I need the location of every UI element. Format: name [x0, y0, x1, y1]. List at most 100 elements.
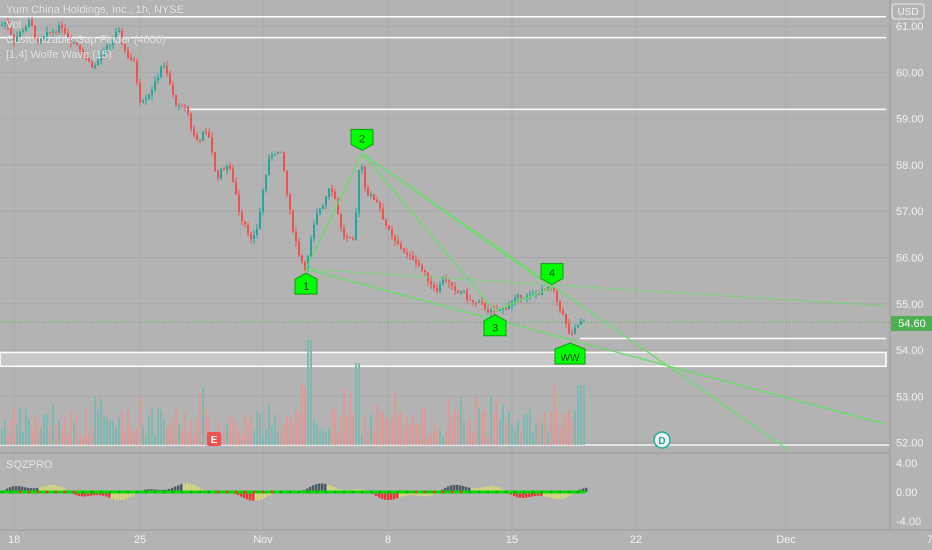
- candle-body: [190, 113, 192, 129]
- oscillator-bar: [498, 487, 501, 492]
- volume-bar: [568, 409, 570, 445]
- candle-body: [124, 43, 126, 51]
- time-axis[interactable]: 18 25 Nov 8 15 22 Dec 7: [0, 529, 932, 546]
- squeeze-dot: [387, 490, 391, 494]
- candle-body: [235, 181, 237, 195]
- wolfe-marker-shape: [483, 314, 507, 337]
- volume-bar: [79, 434, 81, 445]
- squeeze-dot: [297, 490, 301, 494]
- volume-bar: [172, 418, 174, 445]
- oscillator-bar: [123, 492, 126, 500]
- oscillator-legend[interactable]: SQZPRO: [6, 459, 53, 471]
- squeeze-dot: [288, 490, 292, 494]
- candle-body: [262, 189, 264, 212]
- candle-body: [361, 166, 363, 171]
- candle-body: [322, 205, 324, 209]
- volume-bar: [544, 412, 546, 445]
- wolfe-marker-label: 3: [492, 323, 498, 335]
- volume-bar: [160, 409, 162, 445]
- squeeze-dot: [225, 490, 229, 494]
- volume-bar: [343, 389, 345, 445]
- candle-body: [523, 297, 525, 299]
- oscillator-bar: [309, 486, 312, 492]
- volume-legend[interactable]: Vol: [6, 19, 22, 31]
- gap-finder-legend[interactable]: Customizable Gap Finder (4000): [6, 34, 166, 46]
- oscillator-bar: [447, 486, 450, 492]
- volume-bar: [61, 429, 63, 445]
- volume-bar: [157, 408, 159, 445]
- volume-bar: [496, 398, 498, 445]
- oscillator-bar: [450, 485, 453, 492]
- candle-body: [544, 289, 546, 291]
- oscillator-bar: [495, 486, 498, 492]
- candle-body: [133, 60, 135, 62]
- oscillator-bar: [9, 487, 12, 492]
- volume-bar: [469, 418, 471, 445]
- oscillator-bar: [525, 492, 528, 498]
- squeeze-dot: [315, 490, 319, 494]
- oscillator-bar: [558, 492, 561, 500]
- volume-bar: [493, 413, 495, 445]
- price-tick-label: 60.00: [896, 67, 924, 79]
- volume-bar: [283, 422, 285, 445]
- squeeze-dot: [477, 490, 481, 494]
- wolfe-wave-legend[interactable]: [1.4] Wolfe Wave (15): [6, 49, 112, 61]
- squeeze-dot: [405, 490, 409, 494]
- oscillator-bar: [315, 484, 318, 492]
- candle-body: [472, 299, 474, 303]
- candle-body: [397, 240, 399, 245]
- oscillator-bar: [267, 492, 270, 497]
- volume-bar: [274, 414, 276, 445]
- squeeze-dot: [135, 490, 139, 494]
- candle-body: [19, 31, 21, 37]
- symbol-title[interactable]: Yum China Holdings, Inc., 1h, NYSE: [6, 4, 184, 16]
- oscillator-bar: [168, 488, 171, 492]
- oscillator-bar: [27, 487, 30, 492]
- candle-body: [130, 57, 132, 61]
- last-price-label: 54.60: [898, 318, 926, 330]
- volume-bar: [289, 417, 291, 445]
- oscillator-bar: [387, 492, 390, 501]
- volume-bar: [358, 363, 360, 445]
- oscillator-bar: [195, 485, 198, 492]
- candle-body: [4, 22, 6, 25]
- candle-body: [13, 34, 15, 42]
- squeeze-dot: [189, 490, 193, 494]
- volume-bar: [412, 415, 414, 445]
- candle-body: [424, 269, 426, 273]
- oscillator-bar: [537, 492, 540, 496]
- volume-bar: [514, 429, 516, 445]
- volume-bar: [334, 409, 336, 445]
- volume-bar: [538, 419, 540, 445]
- candlesticks: [1, 16, 585, 337]
- wolfe-target-marker: WW: [554, 342, 586, 365]
- candle-body: [196, 135, 198, 141]
- squeeze-dot: [513, 490, 517, 494]
- oscillator-bar: [171, 487, 174, 492]
- oscillator-bar: [318, 483, 321, 492]
- currency-badge[interactable]: [891, 3, 925, 20]
- oscillator-bar: [198, 487, 201, 492]
- candle-body: [421, 265, 423, 270]
- candle-body: [55, 31, 57, 33]
- candle-body: [577, 324, 579, 328]
- candle-body: [244, 221, 246, 225]
- candle-body: [154, 80, 156, 91]
- squeeze-dot: [153, 490, 157, 494]
- volume-bar: [346, 415, 348, 445]
- price-axis[interactable]: 61.00 60.00 59.00 58.00 57.00 56.00 55.00 54.00…: [889, 0, 932, 530]
- volume-bar: [16, 424, 18, 445]
- candle-body: [199, 140, 201, 142]
- oscillator-bar: [132, 492, 135, 496]
- volume-bar: [199, 391, 201, 445]
- candle-body: [301, 255, 303, 262]
- oscillator-bar: [585, 487, 588, 492]
- squeeze-dot: [234, 490, 238, 494]
- candle-body: [250, 233, 252, 239]
- volume-bar: [247, 420, 249, 445]
- oscillator-bar: [96, 492, 99, 496]
- volume-bar: [67, 435, 69, 445]
- squeeze-dot: [531, 490, 535, 494]
- wolfe-line: [361, 152, 791, 452]
